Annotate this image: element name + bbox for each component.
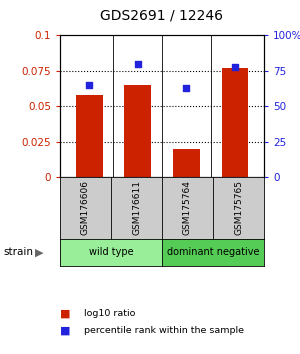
Text: GSM176606: GSM176606 [81,181,90,235]
Point [232,64,237,69]
Point [87,82,92,88]
Text: GSM175765: GSM175765 [234,181,243,235]
Text: GSM175764: GSM175764 [183,181,192,235]
Text: GDS2691 / 12246: GDS2691 / 12246 [100,9,224,23]
Text: dominant negative: dominant negative [167,247,259,257]
Point [184,85,189,91]
Text: ■: ■ [60,326,70,336]
Point [135,61,140,67]
Bar [221,68,248,177]
Text: wild type: wild type [89,247,133,257]
Text: ▶: ▶ [35,247,43,257]
Bar [124,85,151,177]
Text: strain: strain [3,247,33,257]
Bar [173,149,200,177]
Text: GSM176611: GSM176611 [132,181,141,235]
Text: percentile rank within the sample: percentile rank within the sample [84,326,244,336]
Text: ■: ■ [60,308,70,318]
Text: log10 ratio: log10 ratio [84,309,135,318]
Bar [76,95,103,177]
